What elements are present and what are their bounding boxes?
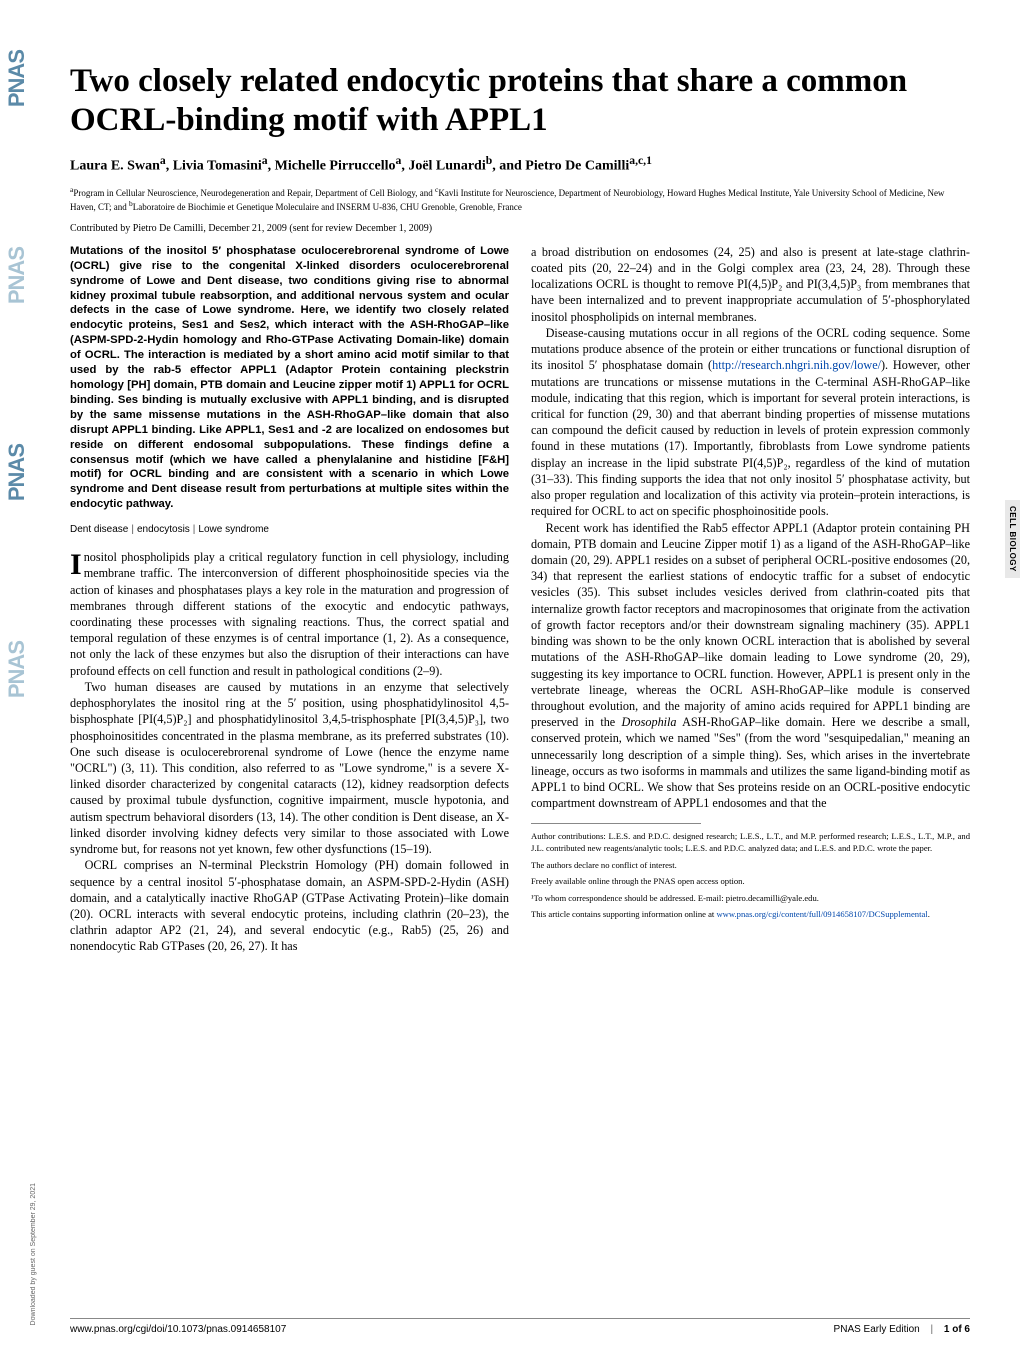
footer-journal: PNAS Early Edition xyxy=(834,1324,920,1335)
pnas-logo: PNAS xyxy=(4,444,30,501)
footnote-rule xyxy=(531,823,701,824)
pnas-logo: PNAS xyxy=(4,50,30,107)
body-paragraph: Two human diseases are caused by mutatio… xyxy=(70,679,509,857)
page-content: Two closely related endocytic proteins t… xyxy=(70,62,970,955)
two-column-layout: Mutations of the inositol 5′ phosphatase… xyxy=(70,244,970,955)
keyword: endocytosis xyxy=(137,524,190,535)
category-tab: CELL BIOLOGY xyxy=(1005,500,1020,578)
article-title: Two closely related endocytic proteins t… xyxy=(70,62,970,140)
conflict-statement: The authors declare no conflict of inter… xyxy=(531,860,970,872)
keyword: Dent disease xyxy=(70,524,128,535)
body-text-right: a broad distribution on endosomes (24, 2… xyxy=(531,244,970,812)
pnas-sidebar: PNAS PNAS PNAS PNAS xyxy=(0,0,34,1365)
correspondence: ¹To whom correspondence should be addres… xyxy=(531,893,970,905)
download-note: Downloaded by guest on September 29, 202… xyxy=(30,1183,37,1325)
body-text-left: Inositol phospholipids play a critical r… xyxy=(70,549,509,954)
page-footer: www.pnas.org/cgi/doi/10.1073/pnas.091465… xyxy=(70,1318,970,1335)
keyword: Lowe syndrome xyxy=(198,524,269,535)
body-paragraph: Inositol phospholipids play a critical r… xyxy=(70,549,509,679)
affiliations: aProgram in Cellular Neuroscience, Neuro… xyxy=(70,185,970,213)
footnotes: Author contributions: L.E.S. and P.D.C. … xyxy=(531,831,970,921)
author-contributions: Author contributions: L.E.S. and P.D.C. … xyxy=(531,831,970,854)
footer-page-info: PNAS Early Edition | 1 of 6 xyxy=(834,1324,970,1335)
pnas-logo: PNAS xyxy=(4,641,30,698)
pnas-logo: PNAS xyxy=(4,247,30,304)
body-paragraph: Disease-causing mutations occur in all r… xyxy=(531,325,970,520)
body-paragraph: Recent work has identified the Rab5 effe… xyxy=(531,520,970,812)
footer-page-number: 1 of 6 xyxy=(944,1324,970,1335)
body-paragraph: OCRL comprises an N-terminal Pleckstrin … xyxy=(70,857,509,954)
keywords: Dent disease|endocytosis|Lowe syndrome xyxy=(70,524,509,535)
supporting-info: This article contains supporting informa… xyxy=(531,909,970,921)
abstract: Mutations of the inositol 5′ phosphatase… xyxy=(70,244,509,512)
footer-doi: www.pnas.org/cgi/doi/10.1073/pnas.091465… xyxy=(70,1324,286,1335)
open-access-note: Freely available online through the PNAS… xyxy=(531,876,970,888)
left-column: Mutations of the inositol 5′ phosphatase… xyxy=(70,244,509,955)
authors: Laura E. Swana, Livia Tomasinia, Michell… xyxy=(70,154,970,175)
contributed-line: Contributed by Pietro De Camilli, Decemb… xyxy=(70,223,970,234)
body-paragraph: a broad distribution on endosomes (24, 2… xyxy=(531,244,970,325)
right-column: a broad distribution on endosomes (24, 2… xyxy=(531,244,970,955)
